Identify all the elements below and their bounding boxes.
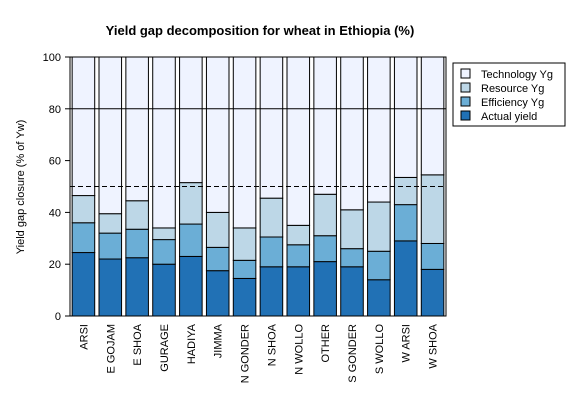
bar-segment xyxy=(313,261,337,317)
y-tick-label: 60 xyxy=(49,156,61,168)
bar-segment xyxy=(205,270,230,317)
chart-title: Yield gap decomposition for wheat in Eth… xyxy=(106,23,415,38)
bar-segment xyxy=(98,213,123,234)
bar-segment xyxy=(313,193,337,237)
legend-swatch xyxy=(460,110,471,121)
bar-segment xyxy=(152,263,176,317)
bar-segment xyxy=(152,227,176,241)
y-tick-label: 100 xyxy=(43,52,61,64)
bar-segment xyxy=(98,232,123,260)
x-tick-label: N WOLLO xyxy=(293,324,305,375)
bar-segment xyxy=(125,56,149,202)
plot-area: ARSI E GOJAM E SHOA GURAGE HADIYA JIMMA N GOND… xyxy=(43,52,447,383)
bar-segment xyxy=(313,235,337,263)
bar-segment xyxy=(232,259,257,279)
bar-segment xyxy=(420,242,445,270)
bar-segment xyxy=(393,204,418,242)
bar-segment xyxy=(125,200,149,230)
bar-segment xyxy=(152,56,176,229)
bar-segment xyxy=(340,248,364,268)
bar-segment xyxy=(232,56,257,229)
bar-segment xyxy=(420,268,445,317)
x-tick-label: N GONDER xyxy=(240,324,252,383)
legend-swatch xyxy=(460,96,471,107)
x-tick-label: S GONDER xyxy=(347,324,359,383)
x-tick-label: W ARSI xyxy=(401,324,413,363)
bar-segment xyxy=(71,222,96,254)
bar-segment xyxy=(420,56,445,176)
legend-label: Technology Yg xyxy=(481,69,553,81)
bar-segment xyxy=(205,211,230,248)
bar-segment xyxy=(125,228,149,259)
x-tick-label: E GOJAM xyxy=(105,324,117,374)
x-tick-label: OTHER xyxy=(320,324,332,363)
legend-swatch xyxy=(460,68,471,79)
x-tick-label: GURAGE xyxy=(159,324,171,372)
bar-segment xyxy=(98,56,123,215)
bar-segment xyxy=(340,266,364,317)
bar-segment xyxy=(71,252,96,317)
x-tick-label: ARSI xyxy=(78,324,90,350)
bar-segment xyxy=(259,236,284,268)
x-tick-label: W SHOA xyxy=(428,323,440,368)
legend: Technology Yg Resource Yg Efficiency Yg Act… xyxy=(452,62,566,127)
bar-segment xyxy=(367,201,391,252)
bar-segment xyxy=(367,250,391,281)
y-tick-label: 80 xyxy=(49,104,61,116)
bar-segment xyxy=(125,257,149,317)
bar-segment xyxy=(259,266,284,317)
bar-segment xyxy=(367,279,391,317)
bar-segment xyxy=(259,56,284,199)
x-tick-label: N SHOA xyxy=(266,323,278,366)
legend-label: Actual yield xyxy=(481,111,537,123)
bar-segment xyxy=(179,56,203,184)
bar-segment xyxy=(205,246,230,272)
bar-segment xyxy=(313,56,337,195)
bar-segment xyxy=(420,174,445,244)
bar-segment xyxy=(286,244,311,268)
bar-segment xyxy=(286,56,311,226)
bar-segment xyxy=(152,239,176,265)
y-axis-label: Yield gap closure (% of Yw) xyxy=(15,120,27,255)
bar-segment xyxy=(205,56,230,213)
bar-segment xyxy=(259,197,284,238)
bar-segment xyxy=(71,56,96,197)
bar-segment xyxy=(232,277,257,317)
bar-segment xyxy=(232,227,257,261)
y-tick-label: 20 xyxy=(49,259,61,271)
legend-label: Resource Yg xyxy=(481,83,544,95)
bar-segment xyxy=(393,176,418,206)
bar-segment xyxy=(179,223,203,257)
legend-box xyxy=(452,62,566,127)
y-tick-label: 40 xyxy=(49,207,61,219)
legend-label: Efficiency Yg xyxy=(481,97,544,109)
y-tick-label: 0 xyxy=(55,311,61,323)
legend-swatch xyxy=(460,82,471,93)
bar-segment xyxy=(98,258,123,317)
bar-segment xyxy=(367,56,391,203)
bar-segment xyxy=(286,224,311,246)
bar-segment xyxy=(179,255,203,317)
plot-frame xyxy=(69,56,447,317)
bar-segment xyxy=(393,240,418,317)
bar-segment xyxy=(71,195,96,224)
x-tick-label: JIMMA xyxy=(213,323,225,358)
x-tick-label: E SHOA xyxy=(132,323,144,365)
x-tick-label: HADIYA xyxy=(186,323,198,364)
bar-segment xyxy=(179,182,203,225)
x-tick-label: S WOLLO xyxy=(374,324,386,375)
bar-segment xyxy=(393,56,418,178)
bar-segment xyxy=(286,266,311,317)
bar-segment xyxy=(340,209,364,250)
